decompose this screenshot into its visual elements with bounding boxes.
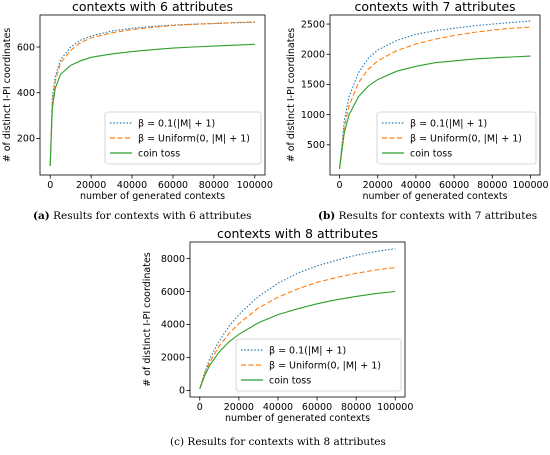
c1-x-tick-label-4: 80000 — [477, 180, 507, 191]
caption-c-label: (c) — [170, 436, 185, 448]
c2-legend-label-1: β = Uniform(0, |M| + 1) — [269, 361, 381, 372]
c0-y-tick-label-2: 600 — [17, 42, 35, 53]
c0-legend-box — [104, 111, 262, 165]
c1-legend-label-2: coin toss — [410, 149, 452, 160]
c0-x-tick-label-5: 100000 — [237, 180, 273, 191]
c2-y-tick-label-2: 4000 — [161, 320, 185, 331]
caption-a-text: Results for contexts with 6 attributes — [49, 210, 252, 222]
c1-y-tick-label-3: 2000 — [301, 50, 325, 61]
c2-y-tick-label-3: 6000 — [161, 287, 185, 298]
c0-x-tick-label-4: 80000 — [199, 180, 229, 191]
c0-series-line-1 — [49, 21, 255, 166]
c2-x-tick-label-1: 20000 — [224, 402, 254, 413]
caption-c-text: Results for contexts with 8 attributes — [184, 436, 386, 448]
caption-a-label: (a) — [33, 210, 50, 222]
c1-series-line-2 — [338, 55, 531, 170]
c2-x-tick-label-5: 100000 — [377, 402, 413, 413]
c1-legend-box — [376, 111, 537, 165]
c0-x-axis-label: number of generated contexts — [80, 191, 225, 202]
c0-x-tick-label-2: 40000 — [117, 180, 147, 191]
c1-x-tick-label-5: 100000 — [512, 180, 548, 191]
c0-legend-label-0: β = 0.1(|M| + 1) — [138, 119, 215, 130]
chart-7-attributes: contexts with 7 attributes 0 20000 40000 600… — [286, 0, 549, 202]
c1-x-tick-label-2: 40000 — [401, 180, 431, 191]
c0-y-axis-label: # of distinct I-PI coordinates — [2, 28, 13, 163]
c2-x-tick-label-3: 60000 — [302, 402, 332, 413]
c1-legend-label-0: β = 0.1(|M| + 1) — [410, 119, 487, 130]
caption-b-text: Results for contexts with 7 attributes — [335, 210, 538, 222]
c1-y-tick-label-4: 2500 — [301, 19, 325, 30]
chart-6-attributes: contexts with 6 attributes 0 20000 40000 600… — [2, 0, 273, 202]
c2-legend-label-0: β = 0.1(|M| + 1) — [269, 346, 346, 357]
c2-y-tick-label-1: 2000 — [161, 353, 185, 364]
c0-chart-title: contexts with 6 attributes — [72, 0, 233, 14]
c0-x-tick-label-1: 20000 — [76, 180, 106, 191]
c1-chart-title: contexts with 7 attributes — [354, 0, 515, 14]
c2-x-tick-label-4: 80000 — [341, 402, 371, 413]
c2-chart-title: contexts with 8 attributes — [217, 227, 378, 241]
caption-b-label: (b) — [318, 210, 336, 222]
chart-panel-8-attributes: contexts with 8 attributes 0 20000 40000 600… — [130, 227, 420, 427]
c1-x-tick-label-3: 60000 — [439, 180, 469, 191]
c0-series-line-2 — [49, 43, 255, 166]
caption-c: (c) Results for contexts with 8 attribut… — [170, 436, 386, 448]
c0-plot-frame — [39, 14, 266, 176]
caption-b: (b) Results for contexts with 7 attribut… — [318, 210, 537, 222]
c2-legend-label-2: coin toss — [269, 376, 311, 387]
c0-legend-label-1: β = Uniform(0, |M| + 1) — [138, 134, 250, 145]
c1-plot-frame — [329, 14, 541, 176]
c2-legend-box — [235, 338, 402, 392]
c2-plot-frame — [189, 241, 406, 398]
c0-y-tick-label-1: 400 — [17, 88, 35, 99]
c0-x-tick-label-0: 0 — [47, 180, 53, 191]
c2-x-axis-label: number of generated contexts — [225, 413, 370, 424]
c1-x-tick-label-0: 0 — [337, 180, 343, 191]
chart-panel-7-attributes: contexts with 7 attributes 0 20000 40000 600… — [275, 0, 550, 205]
c0-y-tick-label-0: 200 — [17, 134, 35, 145]
c2-series-line-0 — [199, 248, 396, 389]
caption-a: (a) Results for contexts with 6 attribut… — [33, 210, 252, 222]
c1-legend-label-1: β = Uniform(0, |M| + 1) — [410, 134, 522, 145]
c0-x-tick-label-3: 60000 — [158, 180, 188, 191]
c2-y-axis-label: # of distinct I-PI coordinates — [142, 252, 153, 387]
c2-series-line-2 — [199, 290, 396, 389]
c1-x-tick-label-1: 20000 — [363, 180, 393, 191]
c1-series-line-1 — [338, 26, 531, 170]
c2-series-line-1 — [199, 267, 396, 389]
c0-legend-label-2: coin toss — [138, 149, 180, 160]
c2-x-tick-label-2: 40000 — [263, 402, 293, 413]
chart-panel-6-attributes: contexts with 6 attributes 0 20000 40000 600… — [0, 0, 275, 205]
c2-x-tick-label-0: 0 — [197, 402, 203, 413]
c2-y-tick-label-0: 0 — [179, 386, 185, 397]
c1-y-tick-label-0: 500 — [307, 140, 325, 151]
c1-y-tick-label-2: 1500 — [301, 80, 325, 91]
c1-y-tick-label-1: 1000 — [301, 110, 325, 121]
c1-x-axis-label: number of generated contexts — [362, 191, 507, 202]
c2-y-tick-label-4: 8000 — [161, 254, 185, 265]
c1-y-axis-label: # of distinct I-PI coordinates — [286, 28, 297, 163]
